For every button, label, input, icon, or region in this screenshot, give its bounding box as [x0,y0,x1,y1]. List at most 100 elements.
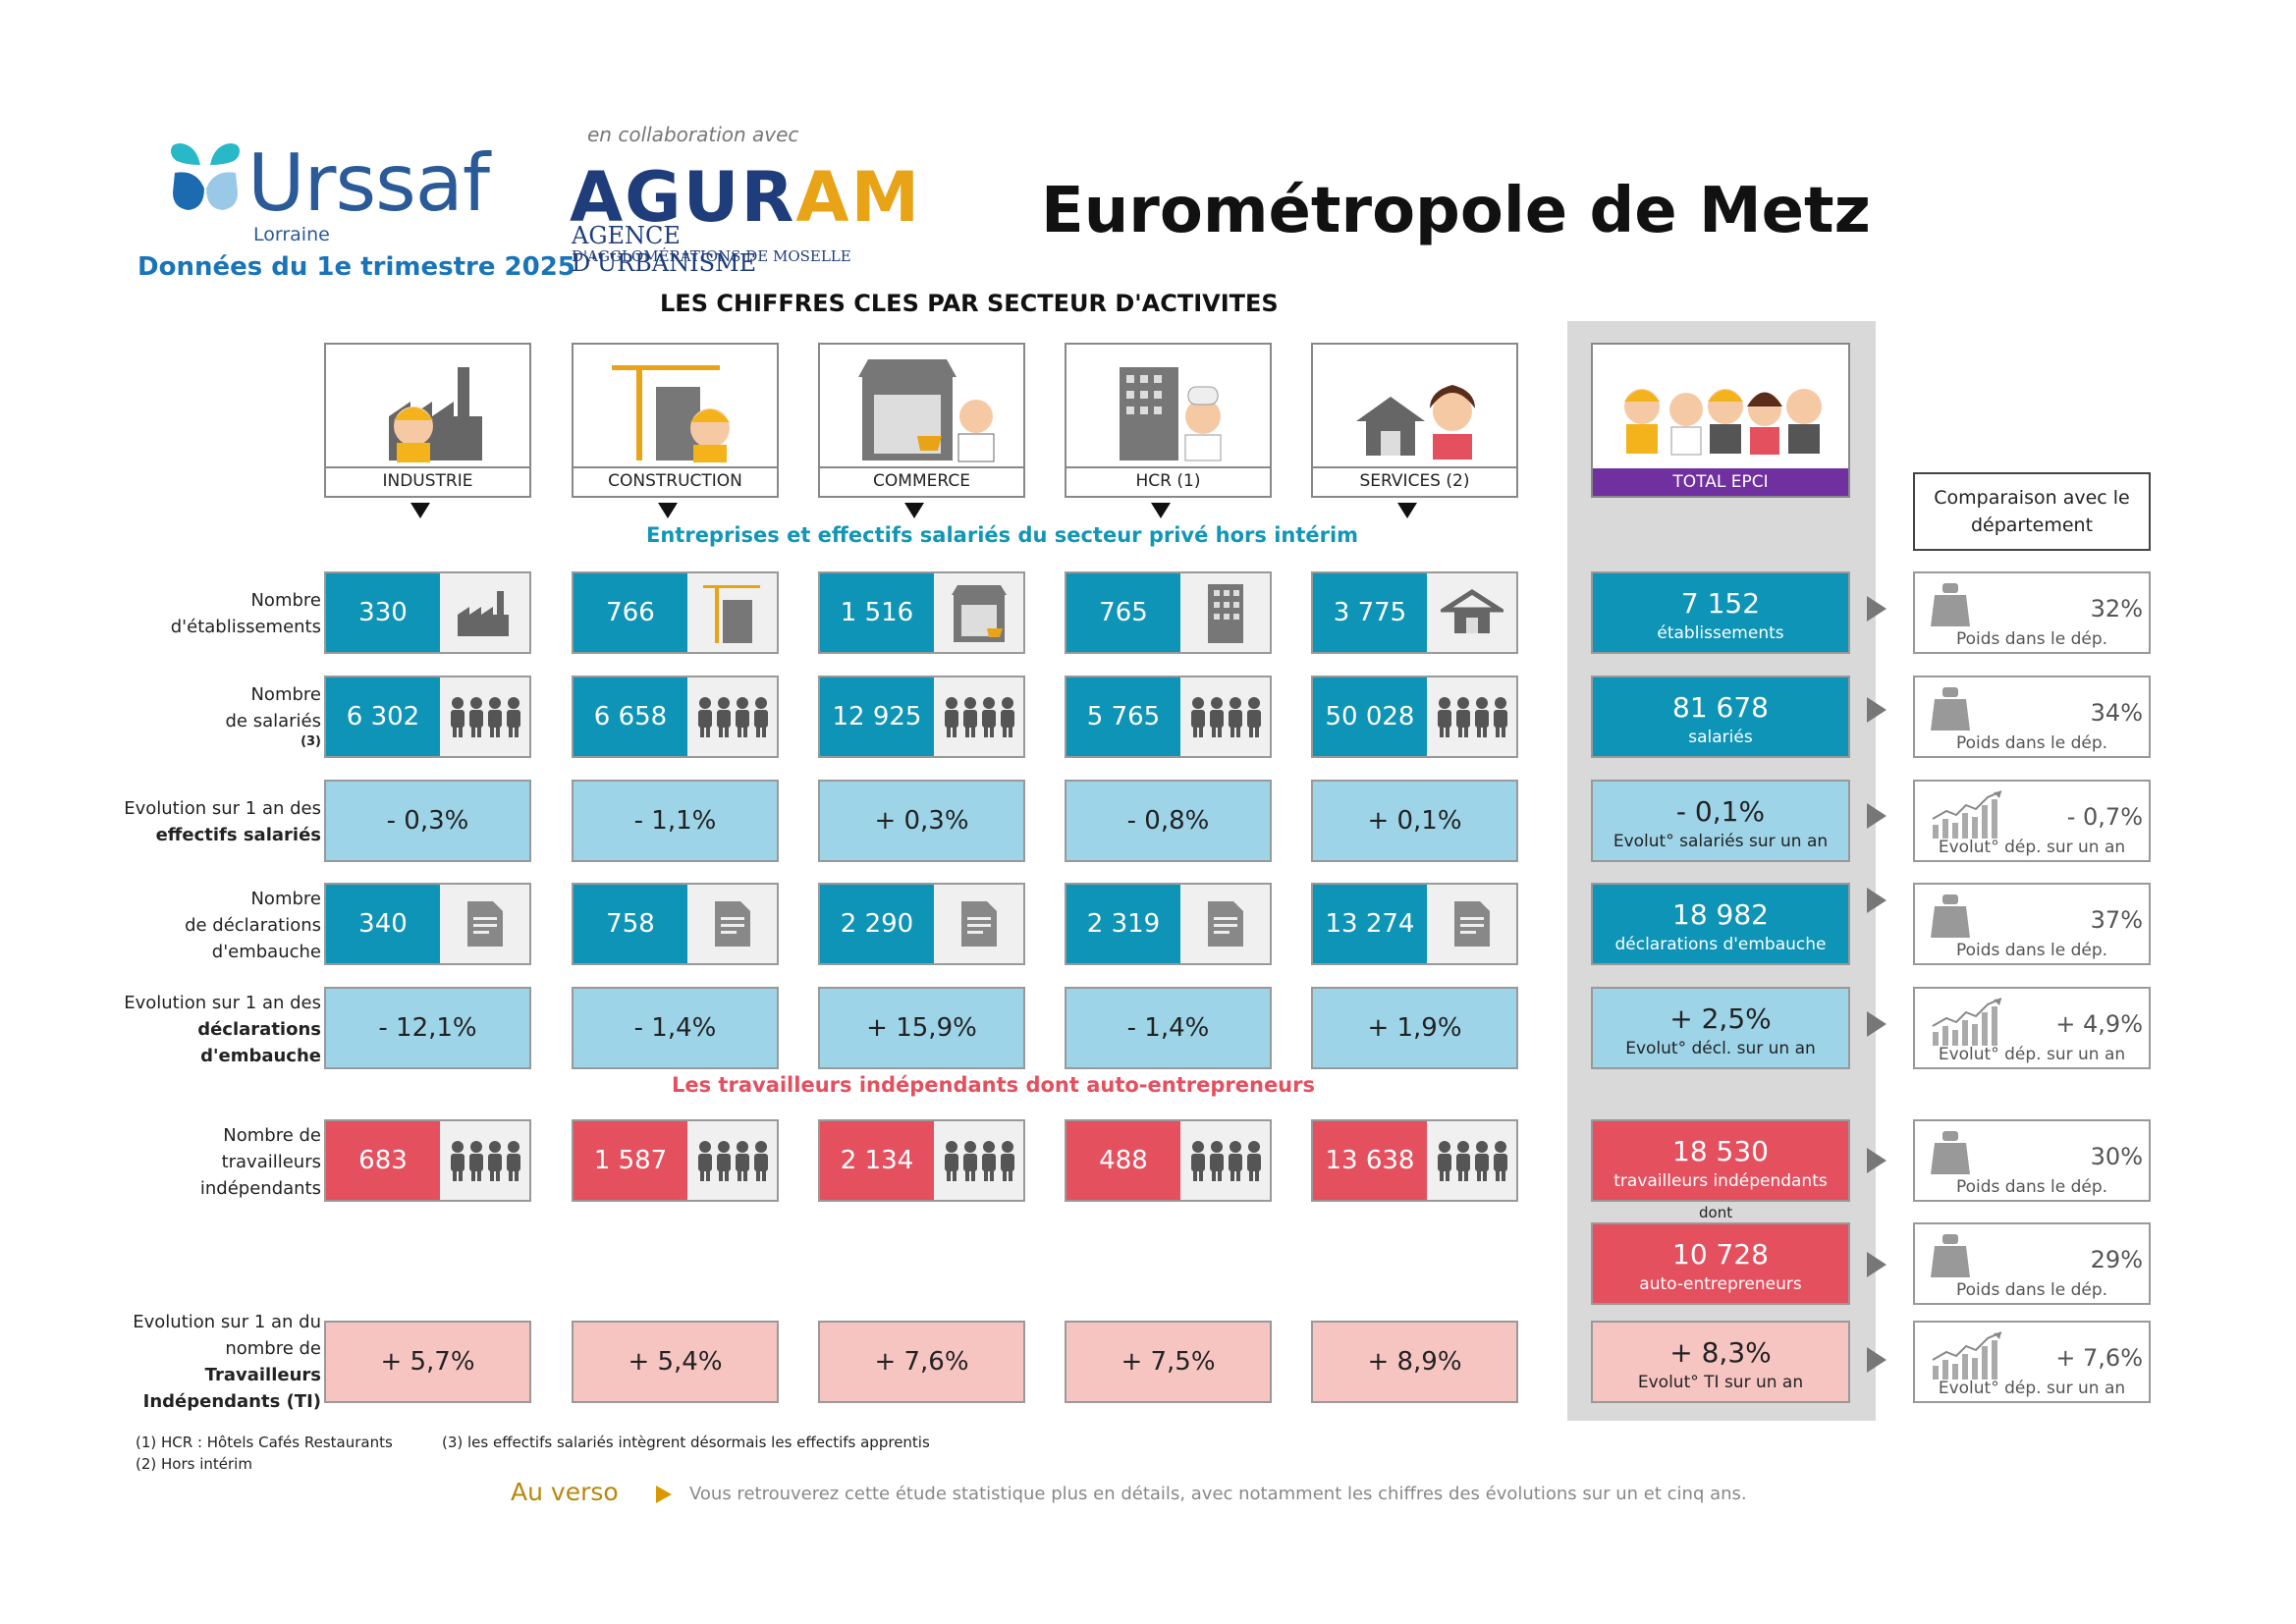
people-icon [1180,1121,1270,1200]
cell-value: 1 587 [574,1121,687,1200]
shop-grocer-icon [820,345,1023,468]
people-icon [440,677,529,756]
total-caption: Evolut° salariés sur un an [1613,832,1829,851]
total-hires-evol: + 2,5% Evolut° décl. sur un an [1591,987,1850,1069]
compare-value: 37% [2090,906,2143,934]
row-label-emp-evol: Evolution sur 1 an des effectifs salarié… [124,795,321,848]
house-icon [1427,573,1516,652]
row-label-line: travailleurs [221,1152,321,1172]
footnote-3: (3) les effectifs salariés intègrent dés… [442,1434,930,1451]
compare-indep_evol: + 7,6% Evolut° dép. sur un an [1913,1321,2151,1403]
sector-header-services: SERVICES (2) [1311,343,1518,498]
cell-emp_evol-hcr: - 0,8% [1065,780,1272,862]
aguram-line1: AGENCE D'URBANISME [572,222,757,277]
cell-establishments-commerce: 1 516 [818,571,1025,654]
cell-value: 340 [326,885,440,963]
cell-indep_evol-commerce: + 7,6% [818,1321,1025,1403]
row-label-indep-evol: Evolution sur 1 an du nombre de Travaill… [133,1309,321,1415]
page-title: Eurométropole de Metz [1041,175,1871,247]
data-period: Données du 1e trimestre 2025 [137,252,575,282]
document-icon [687,885,777,963]
compare-hires: 37% Poids dans le dép. [1913,883,2151,965]
total-indep-evol: + 8,3% Evolut° TI sur un an [1591,1321,1850,1403]
total-caption: Evolut° TI sur un an [1637,1373,1804,1392]
hotel-icon [1180,573,1270,652]
cell-hires_evol-construction: - 1,4% [572,987,779,1069]
people-icon [1180,677,1270,756]
compare-caption: Evolut° dép. sur un an [1938,1045,2126,1064]
footnote-1: (1) HCR : Hôtels Cafés Restaurants [136,1434,393,1451]
cell-value: 13 638 [1313,1121,1427,1200]
row-label-line: d'établissements [170,617,321,637]
row-label-line: de déclarations [185,915,321,936]
compare-auto: 29% Poids dans le dép. [1913,1222,2151,1305]
cell-value: 758 [574,885,687,963]
dont-label: dont [1699,1204,1733,1221]
cell-hires-construction: 758 [572,883,779,965]
row-label-line: déclarations [197,1019,321,1040]
compare-value: 29% [2090,1246,2143,1273]
compare-caption: Poids dans le dép. [1955,629,2108,649]
cell-hires-commerce: 2 290 [818,883,1025,965]
compare-caption: Poids dans le dép. [1955,1280,2108,1300]
right-arrow-icon [1867,1252,1886,1277]
cell-hires-services: 13 274 [1311,883,1518,965]
cell-establishments-services: 3 775 [1311,571,1518,654]
cell-value: 683 [326,1121,440,1200]
right-arrow-icon [1867,596,1886,622]
cell-employees-hcr: 5 765 [1065,676,1272,758]
cell-establishments-industrie: 330 [324,571,531,654]
sector-header-hcr: HCR (1) [1065,343,1272,498]
weight-icon [1929,581,1972,632]
cell-emp_evol-commerce: + 0,3% [818,780,1025,862]
compare-value: 30% [2090,1143,2143,1170]
urssaf-region: Lorraine [253,224,330,245]
factory-icon [440,573,529,652]
crane-icon [687,573,777,652]
compare-employees: 34% Poids dans le dép. [1913,676,2151,758]
cell-emp_evol-construction: - 1,1% [572,780,779,862]
total-value: 10 728 [1672,1238,1769,1271]
cell-indep-commerce: 2 134 [818,1119,1025,1202]
cell-employees-industrie: 6 302 [324,676,531,758]
compare-caption: Evolut° dép. sur un an [1938,838,2126,857]
band-title-independent: Les travailleurs indépendants dont auto-… [672,1073,1315,1097]
total-employees: 81 678 salariés [1591,676,1850,758]
row-label-line: nombre de [225,1338,321,1359]
row-label-line: Nombre [250,684,321,705]
sector-header-construction: CONSTRUCTION [572,343,779,498]
sector-header-industrie: INDUSTRIE [324,343,531,498]
total-epci-label: TOTAL EPCI [1593,468,1848,496]
cell-hires_evol-commerce: + 15,9% [818,987,1025,1069]
total-value: + 2,5% [1669,1002,1772,1035]
row-label-line: d'embauche [200,1046,321,1066]
total-value: + 8,3% [1669,1336,1772,1369]
aguram-line2: D'AGGLOMÉRATIONS DE MOSELLE [572,247,851,265]
sector-header-commerce: COMMERCE [818,343,1025,498]
document-icon [1180,885,1270,963]
cell-indep-services: 13 638 [1311,1119,1518,1202]
cell-value: 5 765 [1066,677,1180,756]
row-label-line: Indépendants (TI) [142,1391,321,1412]
row-label-line: de salariés [225,711,321,731]
urssaf-leaf-icon [171,143,240,210]
cell-emp_evol-industrie: - 0,3% [324,780,531,862]
cell-hires_evol-hcr: - 1,4% [1065,987,1272,1069]
cell-indep_evol-services: + 8,9% [1311,1321,1518,1403]
cell-establishments-construction: 766 [572,571,779,654]
total-value: 18 530 [1672,1135,1769,1167]
sector-label-hcr: HCR (1) [1066,466,1270,496]
document-icon [440,885,529,963]
cell-value: 12 925 [820,677,934,756]
weight-icon [1929,893,1972,944]
cell-value: 6 658 [574,677,687,756]
compare-hires_evol: + 4,9% Evolut° dép. sur un an [1913,987,2151,1069]
shop-icon [934,573,1023,652]
cell-employees-construction: 6 658 [572,676,779,758]
compare-caption: Evolut° dép. sur un an [1938,1379,2126,1398]
compare-value: - 0,7% [2066,803,2143,831]
row-label-line: effectifs salariés [155,825,321,845]
row-label-line: Nombre de [223,1125,321,1146]
compare-value: 34% [2090,699,2143,727]
cell-employees-services: 50 028 [1311,676,1518,758]
